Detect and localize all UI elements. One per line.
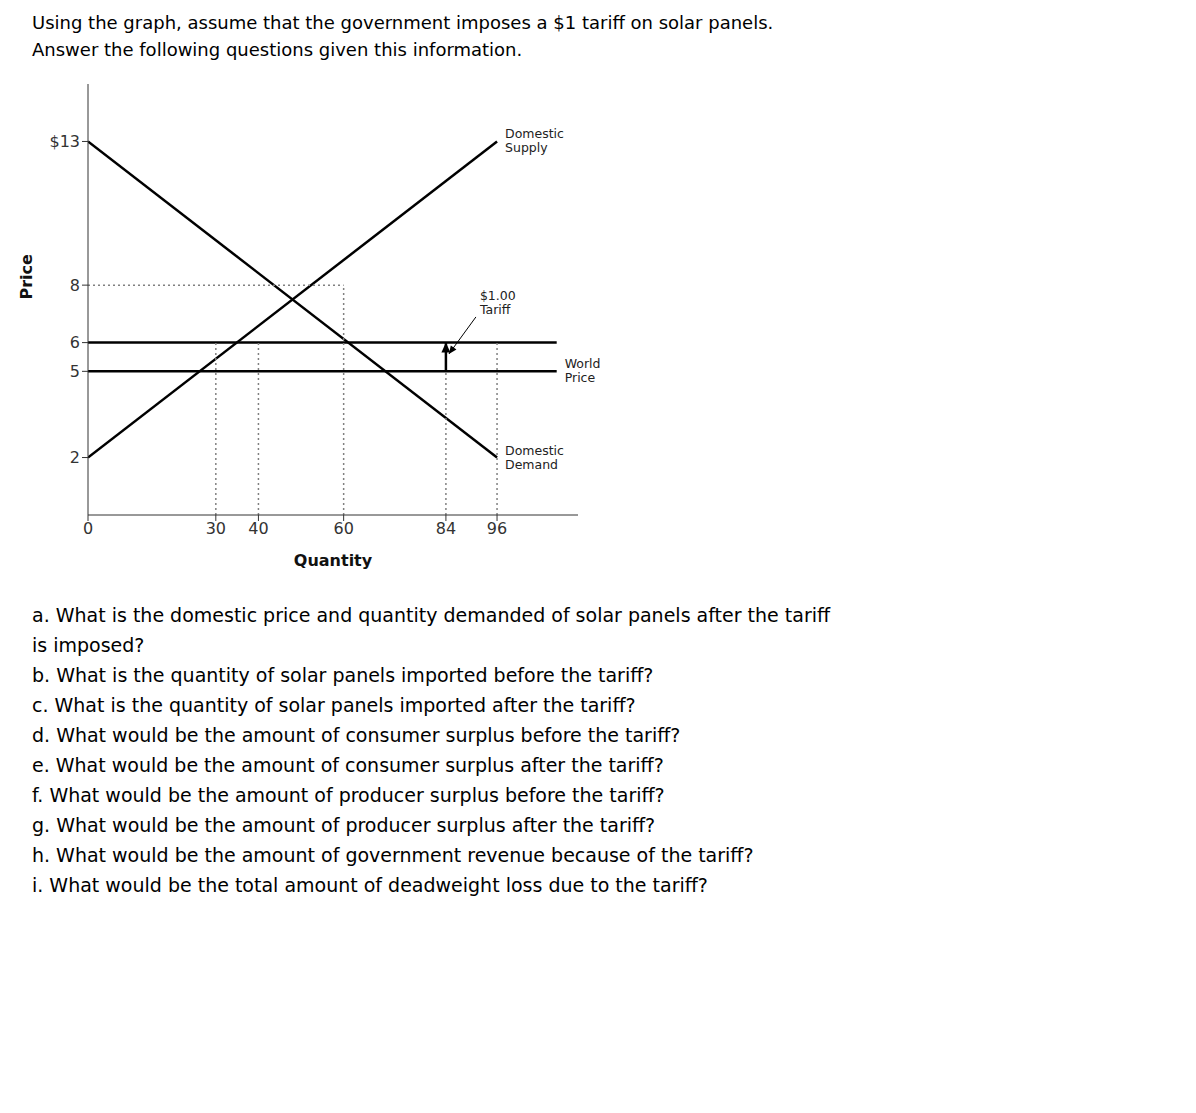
html-text:Answer the following questions: Answer the following questions given thi… [32,39,523,60]
svg-text:0: 0 [83,519,93,538]
svg-text:5: 5 [70,362,80,381]
html-text:h. What would be the amount of: h. What would be the amount of governmen… [32,844,754,866]
html-text:g. What would be the amount of: g. What would be the amount of producer … [32,814,656,836]
svg-text:$1.00Tariff: $1.00Tariff [479,287,516,316]
html-text:c. What is the quantity of sol: c. What is the quantity of solar panels … [32,694,636,716]
svg-text:DomesticDemand: DomesticDemand [505,442,564,471]
svg-text:DomesticSupply: DomesticSupply [505,126,564,155]
svg-text:84: 84 [436,519,456,538]
html-text:a. What is the domestic price: a. What is the domestic price and quanti… [32,604,831,626]
svg-text:$13: $13 [49,132,80,151]
svg-text:WorldPrice: WorldPrice [565,356,601,385]
svg-text:96: 96 [487,519,507,538]
svg-text:Quantity: Quantity [294,551,373,570]
svg-text:2: 2 [70,448,80,467]
html-text:i. What would be the total amo: i. What would be the total amount of dea… [32,874,708,896]
html-text:e. What would be the amount of: e. What would be the amount of consumer … [32,754,664,776]
html-text:f. What would be the amount of: f. What would be the amount of producer … [32,784,665,806]
svg-text:40: 40 [248,519,268,538]
html-text:d. What would be the amount of: d. What would be the amount of consumer … [32,724,681,746]
svg-text:8: 8 [70,276,80,295]
html-text:b. What is the quantity of sol: b. What is the quantity of solar panels … [32,664,654,686]
html-text:is imposed?: is imposed? [32,634,145,656]
svg-text:30: 30 [206,519,226,538]
svg-text:Price: Price [17,254,36,300]
svg-text:6: 6 [70,333,80,352]
svg-text:60: 60 [333,519,353,538]
html-text:Using the graph, assume that t: Using the graph, assume that the governm… [32,12,774,33]
